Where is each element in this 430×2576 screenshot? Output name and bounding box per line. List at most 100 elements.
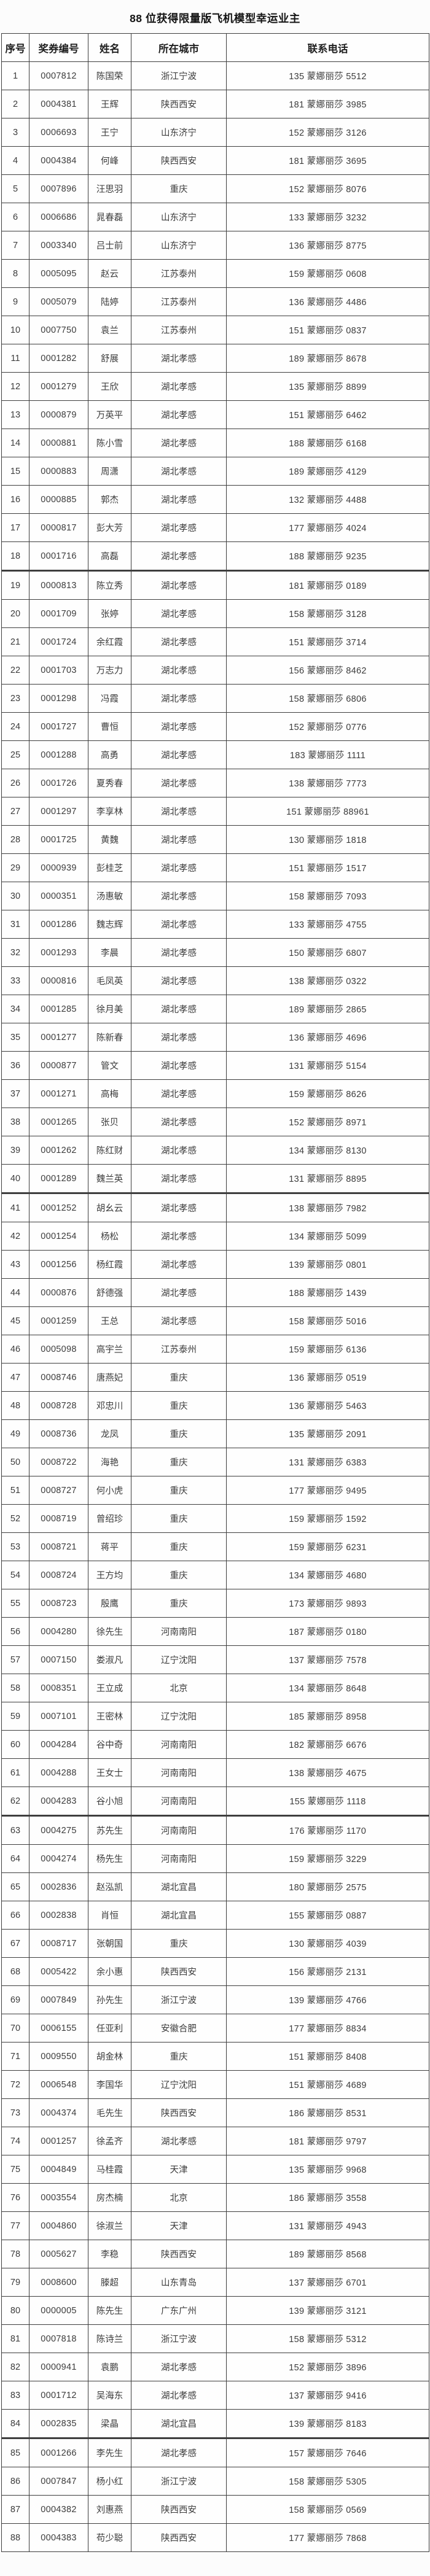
cell-city: 湖北孝感	[131, 825, 227, 854]
table-row: 13 0000879 万英平 湖北孝感 151 蒙娜丽莎 6462	[1, 400, 429, 429]
cell-ticket-number: 0004288	[29, 1758, 88, 1787]
cell-ticket-number: 0000817	[29, 513, 88, 542]
cell-city: 湖北孝感	[131, 2127, 227, 2155]
cell-index: 86	[1, 2467, 29, 2496]
cell-phone: 188 蒙娜丽莎 6168	[226, 429, 429, 457]
cell-phone: 132 蒙娜丽莎 4488	[226, 485, 429, 514]
cell-city: 江苏泰州	[131, 259, 227, 288]
table-row: 30 0000351 汤惠敏 湖北孝感 158 蒙娜丽莎 7093	[1, 882, 429, 910]
cell-index: 39	[1, 1136, 29, 1165]
cell-phone: 139 蒙娜丽莎 0801	[226, 1250, 429, 1279]
cell-phone: 139 蒙娜丽莎 8183	[226, 2409, 429, 2438]
cell-city: 北京	[131, 2183, 227, 2212]
cell-phone: 159 蒙娜丽莎 1592	[226, 1504, 429, 1533]
cell-ticket-number: 0001259	[29, 1306, 88, 1335]
cell-city: 浙江宁波	[131, 61, 227, 90]
cell-city: 陕西西安	[131, 2523, 227, 2552]
cell-name: 李稳	[88, 2240, 131, 2268]
cell-city: 浙江宁波	[131, 1985, 227, 2014]
cell-name: 徐月美	[88, 995, 131, 1023]
table-row: 84 0002835 梁晶 湖北宜昌 139 蒙娜丽莎 8183	[1, 2409, 429, 2438]
cell-city: 重庆	[131, 1419, 227, 1448]
cell-name: 陈小雪	[88, 429, 131, 457]
cell-phone: 177 蒙娜丽莎 8834	[226, 2014, 429, 2043]
cell-city: 湖北孝感	[131, 853, 227, 882]
cell-ticket-number: 0004374	[29, 2098, 88, 2127]
cell-phone: 177 蒙娜丽莎 7868	[226, 2523, 429, 2552]
cell-name: 冯霞	[88, 684, 131, 713]
cell-city: 湖北孝感	[131, 457, 227, 486]
cell-ticket-number: 0005422	[29, 1957, 88, 1986]
cell-phone: 151 蒙娜丽莎 8408	[226, 2042, 429, 2071]
cell-phone: 138 蒙娜丽莎 4675	[226, 1758, 429, 1787]
cell-name: 张朝国	[88, 1929, 131, 1958]
cell-ticket-number: 0004381	[29, 90, 88, 118]
cell-ticket-number: 0001277	[29, 1023, 88, 1052]
cell-ticket-number: 0003554	[29, 2183, 88, 2212]
cell-city: 浙江宁波	[131, 2324, 227, 2353]
cell-index: 48	[1, 1391, 29, 1420]
table-row: 39 0001262 陈红财 湖北孝感 134 蒙娜丽莎 8130	[1, 1136, 429, 1165]
cell-name: 李晨	[88, 938, 131, 967]
cell-name: 何峰	[88, 146, 131, 175]
cell-index: 70	[1, 2014, 29, 2043]
cell-ticket-number: 0004849	[29, 2155, 88, 2184]
table-row: 66 0002838 肖恒 湖北宜昌 155 蒙娜丽莎 0887	[1, 1901, 429, 1930]
cell-name: 李国华	[88, 2070, 131, 2099]
cell-city: 河南南阳	[131, 1844, 227, 1873]
cell-ticket-number: 0007750	[29, 316, 88, 344]
cell-ticket-number: 0008600	[29, 2268, 88, 2297]
cell-phone: 136 蒙娜丽莎 4696	[226, 1023, 429, 1052]
cell-ticket-number: 0005627	[29, 2240, 88, 2268]
cell-name: 王辉	[88, 90, 131, 118]
cell-city: 湖北孝感	[131, 1250, 227, 1279]
cell-phone: 158 蒙娜丽莎 5305	[226, 2467, 429, 2496]
cell-city: 湖北孝感	[131, 938, 227, 967]
cell-index: 77	[1, 2211, 29, 2240]
cell-index: 17	[1, 513, 29, 542]
cell-name: 邓忠川	[88, 1391, 131, 1420]
cell-phone: 156 蒙娜丽莎 8462	[226, 656, 429, 685]
cell-index: 82	[1, 2353, 29, 2381]
cell-index: 88	[1, 2523, 29, 2552]
table-row: 82 0000941 袁鹏 湖北孝感 152 蒙娜丽莎 3896	[1, 2353, 429, 2381]
cell-phone: 137 蒙娜丽莎 9416	[226, 2381, 429, 2410]
cell-ticket-number: 0001712	[29, 2381, 88, 2410]
cell-phone: 135 蒙娜丽莎 9968	[226, 2155, 429, 2184]
table-row: 19 0000813 陈立秀 湖北孝感 181 蒙娜丽莎 0189	[1, 570, 429, 600]
cell-name: 王立成	[88, 1674, 131, 1702]
cell-phone: 131 蒙娜丽莎 5154	[226, 1051, 429, 1080]
cell-phone: 181 蒙娜丽莎 3985	[226, 90, 429, 118]
cell-index: 3	[1, 118, 29, 147]
table-row: 2 0004381 王辉 陕西西安 181 蒙娜丽莎 3985	[1, 90, 429, 118]
cell-ticket-number: 0001254	[29, 1222, 88, 1251]
table-row: 78 0005627 李稳 陕西西安 189 蒙娜丽莎 8568	[1, 2240, 429, 2268]
cell-index: 27	[1, 797, 29, 826]
cell-name: 袁兰	[88, 316, 131, 344]
cell-phone: 151 蒙娜丽莎 0837	[226, 316, 429, 344]
cell-index: 25	[1, 740, 29, 769]
table-row: 65 0002836 赵泓凯 湖北宜昌 180 蒙娜丽莎 2575	[1, 1872, 429, 1901]
cell-index: 45	[1, 1306, 29, 1335]
cell-ticket-number: 0002838	[29, 1901, 88, 1930]
cell-index: 4	[1, 146, 29, 175]
cell-city: 重庆	[131, 1448, 227, 1476]
cell-index: 73	[1, 2098, 29, 2127]
cell-city: 天津	[131, 2155, 227, 2184]
cell-index: 34	[1, 995, 29, 1023]
cell-city: 浙江宁波	[131, 2467, 227, 2496]
cell-city: 湖北孝感	[131, 882, 227, 910]
cell-index: 21	[1, 627, 29, 656]
cell-city: 湖北孝感	[131, 1192, 227, 1222]
cell-name: 海艳	[88, 1448, 131, 1476]
cell-phone: 152 蒙娜丽莎 3896	[226, 2353, 429, 2381]
cell-ticket-number: 0000877	[29, 1051, 88, 1080]
cell-city: 湖北孝感	[131, 485, 227, 514]
cell-index: 37	[1, 1079, 29, 1108]
cell-phone: 159 蒙娜丽莎 0608	[226, 259, 429, 288]
cell-phone: 173 蒙娜丽莎 9893	[226, 1589, 429, 1618]
cell-name: 陆婷	[88, 287, 131, 316]
table-row: 48 0008728 邓忠川 重庆 136 蒙娜丽莎 5463	[1, 1391, 429, 1420]
cell-ticket-number: 0003340	[29, 231, 88, 260]
cell-name: 陈立秀	[88, 570, 131, 600]
